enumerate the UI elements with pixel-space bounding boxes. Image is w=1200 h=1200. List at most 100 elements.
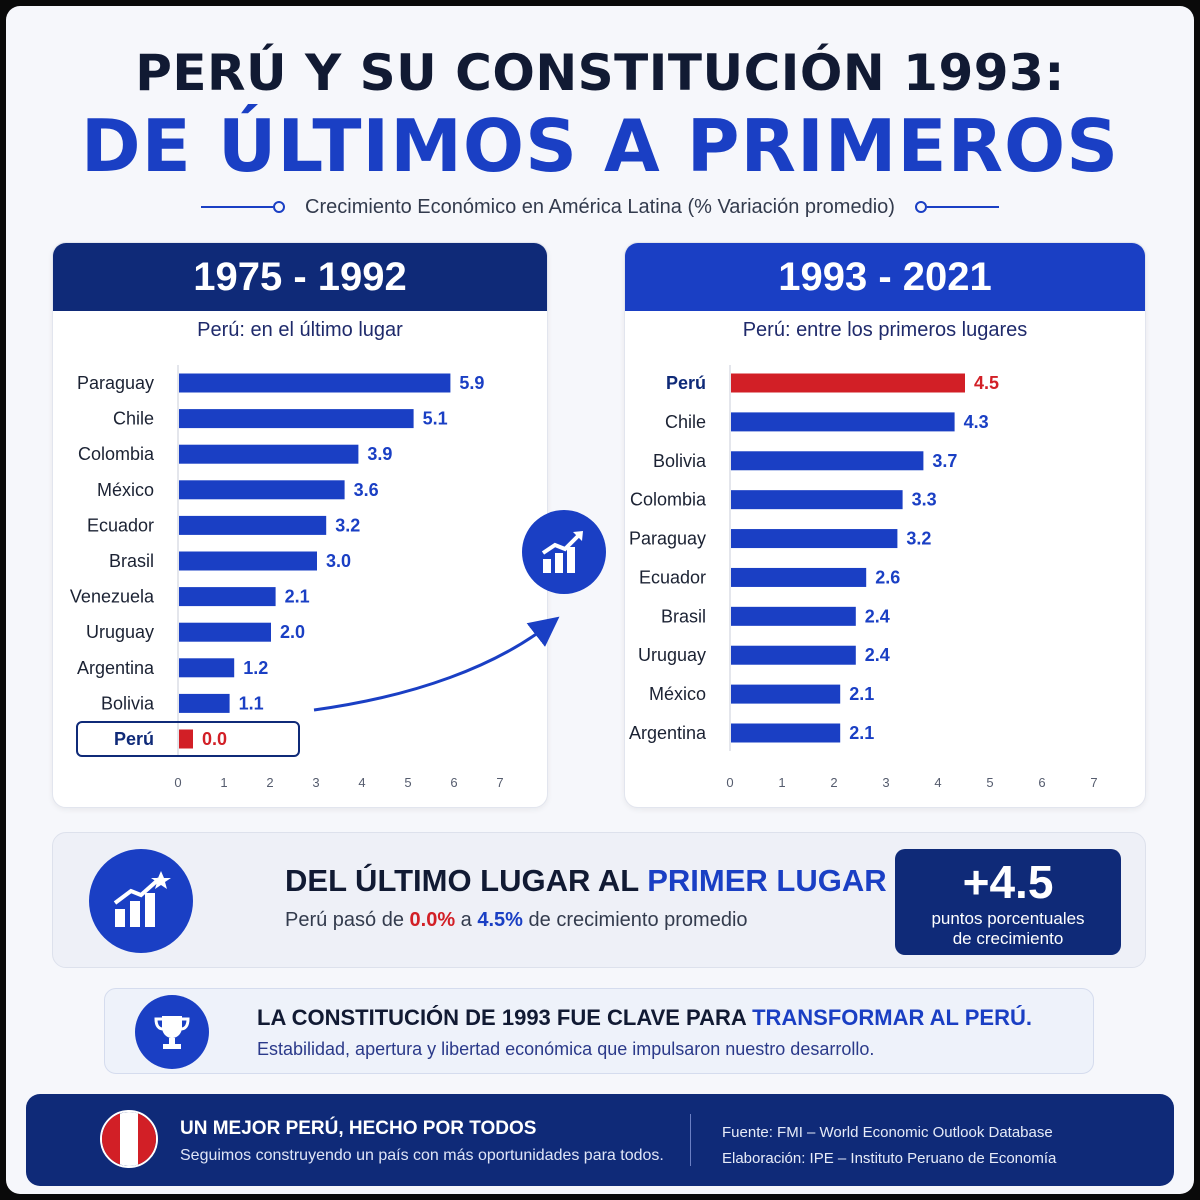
- category-label: Perú: [114, 729, 154, 749]
- bar: [731, 684, 841, 704]
- bar: [179, 409, 414, 429]
- data-label: 2.6: [875, 567, 900, 587]
- category-label: México: [649, 684, 706, 704]
- subtitle-right-ornament: [914, 201, 999, 213]
- bar-chart-1993-2021: Perú 4.5 Chile 4.3 Bolivia 3.7 Colombia 3.3 Para…: [629, 365, 1098, 790]
- bar: [179, 622, 271, 642]
- chart-panel-1975-1992: 1975 - 1992 Perú: en el último lugar Par…: [52, 242, 548, 808]
- data-label: 3.3: [912, 490, 937, 510]
- transition-arrow-icon: [313, 616, 560, 712]
- panel-title: 1975 - 1992: [53, 243, 547, 311]
- panel-title: 1993 - 2021: [625, 243, 1145, 311]
- data-label: 3.9: [367, 444, 392, 464]
- bar: [179, 729, 193, 749]
- category-label: Ecuador: [639, 567, 706, 587]
- data-label: 2.4: [865, 606, 890, 626]
- bar: [731, 723, 841, 743]
- summary-headline: DEL ÚLTIMO LUGAR AL PRIMER LUGAR: [285, 863, 887, 898]
- x-tick-label: 5: [404, 775, 411, 790]
- panel-subtitle: Perú: entre los primeros lugares: [742, 319, 1028, 341]
- stat-label-1: puntos porcentuales: [931, 909, 1085, 928]
- category-label: México: [97, 480, 154, 500]
- footer-slogan-sub: Seguimos construyendo un país con más op…: [180, 1147, 664, 1164]
- data-label: 3.2: [906, 529, 931, 549]
- category-label: Brasil: [661, 606, 706, 626]
- footer-bar: UN MEJOR PERÚ, HECHO POR TODOS Seguimos …: [26, 1094, 1174, 1186]
- category-label: Uruguay: [638, 645, 706, 665]
- footer-divider: [690, 1114, 691, 1166]
- data-label: 1.1: [239, 693, 264, 713]
- x-tick-label: 7: [1090, 775, 1097, 790]
- data-label: 2.1: [285, 587, 310, 607]
- bar: [179, 551, 317, 571]
- data-label: 2.4: [865, 645, 890, 665]
- bar: [731, 606, 856, 626]
- constitution-headline: LA CONSTITUCIÓN DE 1993 FUE CLAVE PARA T…: [257, 1005, 1032, 1030]
- bar: [731, 412, 955, 432]
- category-label: Colombia: [78, 444, 155, 464]
- category-label: Paraguay: [77, 373, 154, 393]
- x-tick-label: 3: [312, 775, 319, 790]
- data-label: 2.1: [849, 723, 874, 743]
- constitution-description: Estabilidad, apertura y libertad económi…: [257, 1039, 875, 1059]
- trophy-icon: [135, 995, 209, 1069]
- bar: [731, 490, 903, 510]
- summary-card: DEL ÚLTIMO LUGAR AL PRIMER LUGAR Perú pa…: [52, 832, 1146, 968]
- bar-chart-1975-1992: Paraguay 5.9 Chile 5.1 Colombia 3.9 México 3.6 E…: [70, 365, 504, 790]
- subtitle-left-ornament: [201, 201, 286, 213]
- x-tick-label: 2: [266, 775, 273, 790]
- stat-label-2: de crecimiento: [952, 929, 1064, 948]
- category-label: Brasil: [109, 551, 154, 571]
- category-label: Colombia: [630, 490, 707, 510]
- bar: [179, 515, 327, 535]
- category-label: Paraguay: [629, 529, 706, 549]
- growth-chart-icon: [522, 510, 606, 594]
- growth-star-icon: [89, 849, 193, 953]
- x-tick-label: 6: [1038, 775, 1045, 790]
- footer-elaboration: Elaboración: IPE – Instituto Peruano de …: [722, 1150, 1057, 1167]
- highlight-box: [76, 721, 300, 757]
- category-label: Perú: [666, 373, 706, 393]
- footer-slogan: UN MEJOR PERÚ, HECHO POR TODOS: [180, 1118, 537, 1139]
- bar: [179, 658, 235, 678]
- bar: [731, 451, 924, 471]
- data-label: 0.0: [202, 729, 227, 749]
- data-label: 1.2: [243, 658, 268, 678]
- category-label: Argentina: [629, 723, 707, 743]
- data-label: 5.1: [423, 409, 448, 429]
- category-label: Bolivia: [101, 693, 155, 713]
- infographic-page: PERÚ Y SU CONSTITUCIÓN 1993: DE ÚLTIMOS …: [6, 6, 1194, 1194]
- bar: [179, 480, 345, 500]
- growth-stat-box: +4.5 puntos porcentuales de crecimiento: [895, 849, 1121, 955]
- bar: [179, 587, 276, 607]
- x-tick-label: 7: [496, 775, 503, 790]
- x-tick-label: 6: [450, 775, 457, 790]
- category-label: Argentina: [77, 658, 155, 678]
- title-line-1: PERÚ Y SU CONSTITUCIÓN 1993:: [135, 44, 1065, 102]
- peru-flag-icon: [100, 1110, 158, 1168]
- x-tick-label: 5: [986, 775, 993, 790]
- category-label: Ecuador: [87, 515, 154, 535]
- x-tick-label: 0: [174, 775, 181, 790]
- category-label: Chile: [113, 409, 154, 429]
- title-line-2: DE ÚLTIMOS A PRIMEROS: [80, 104, 1120, 188]
- bar: [179, 693, 230, 713]
- subtitle-row: Crecimiento Económico en América Latina …: [6, 192, 1194, 222]
- chart-panel-1993-2021: 1993 - 2021 Perú: entre los primeros lug…: [624, 242, 1146, 808]
- x-tick-label: 4: [358, 775, 365, 790]
- category-label: Uruguay: [86, 622, 154, 642]
- data-label: 2.1: [849, 684, 874, 704]
- stat-value: +4.5: [962, 856, 1054, 908]
- data-label: 2.0: [280, 622, 305, 642]
- category-label: Chile: [665, 412, 706, 432]
- data-label: 3.6: [354, 480, 379, 500]
- bar: [179, 444, 359, 464]
- x-tick-label: 3: [882, 775, 889, 790]
- data-label: 3.7: [932, 451, 957, 471]
- summary-description: Perú pasó de 0.0% a 4.5% de crecimiento …: [285, 909, 748, 931]
- data-label: 4.5: [974, 373, 999, 393]
- x-tick-label: 4: [934, 775, 941, 790]
- x-tick-label: 2: [830, 775, 837, 790]
- data-label: 3.0: [326, 551, 351, 571]
- bar: [731, 567, 867, 587]
